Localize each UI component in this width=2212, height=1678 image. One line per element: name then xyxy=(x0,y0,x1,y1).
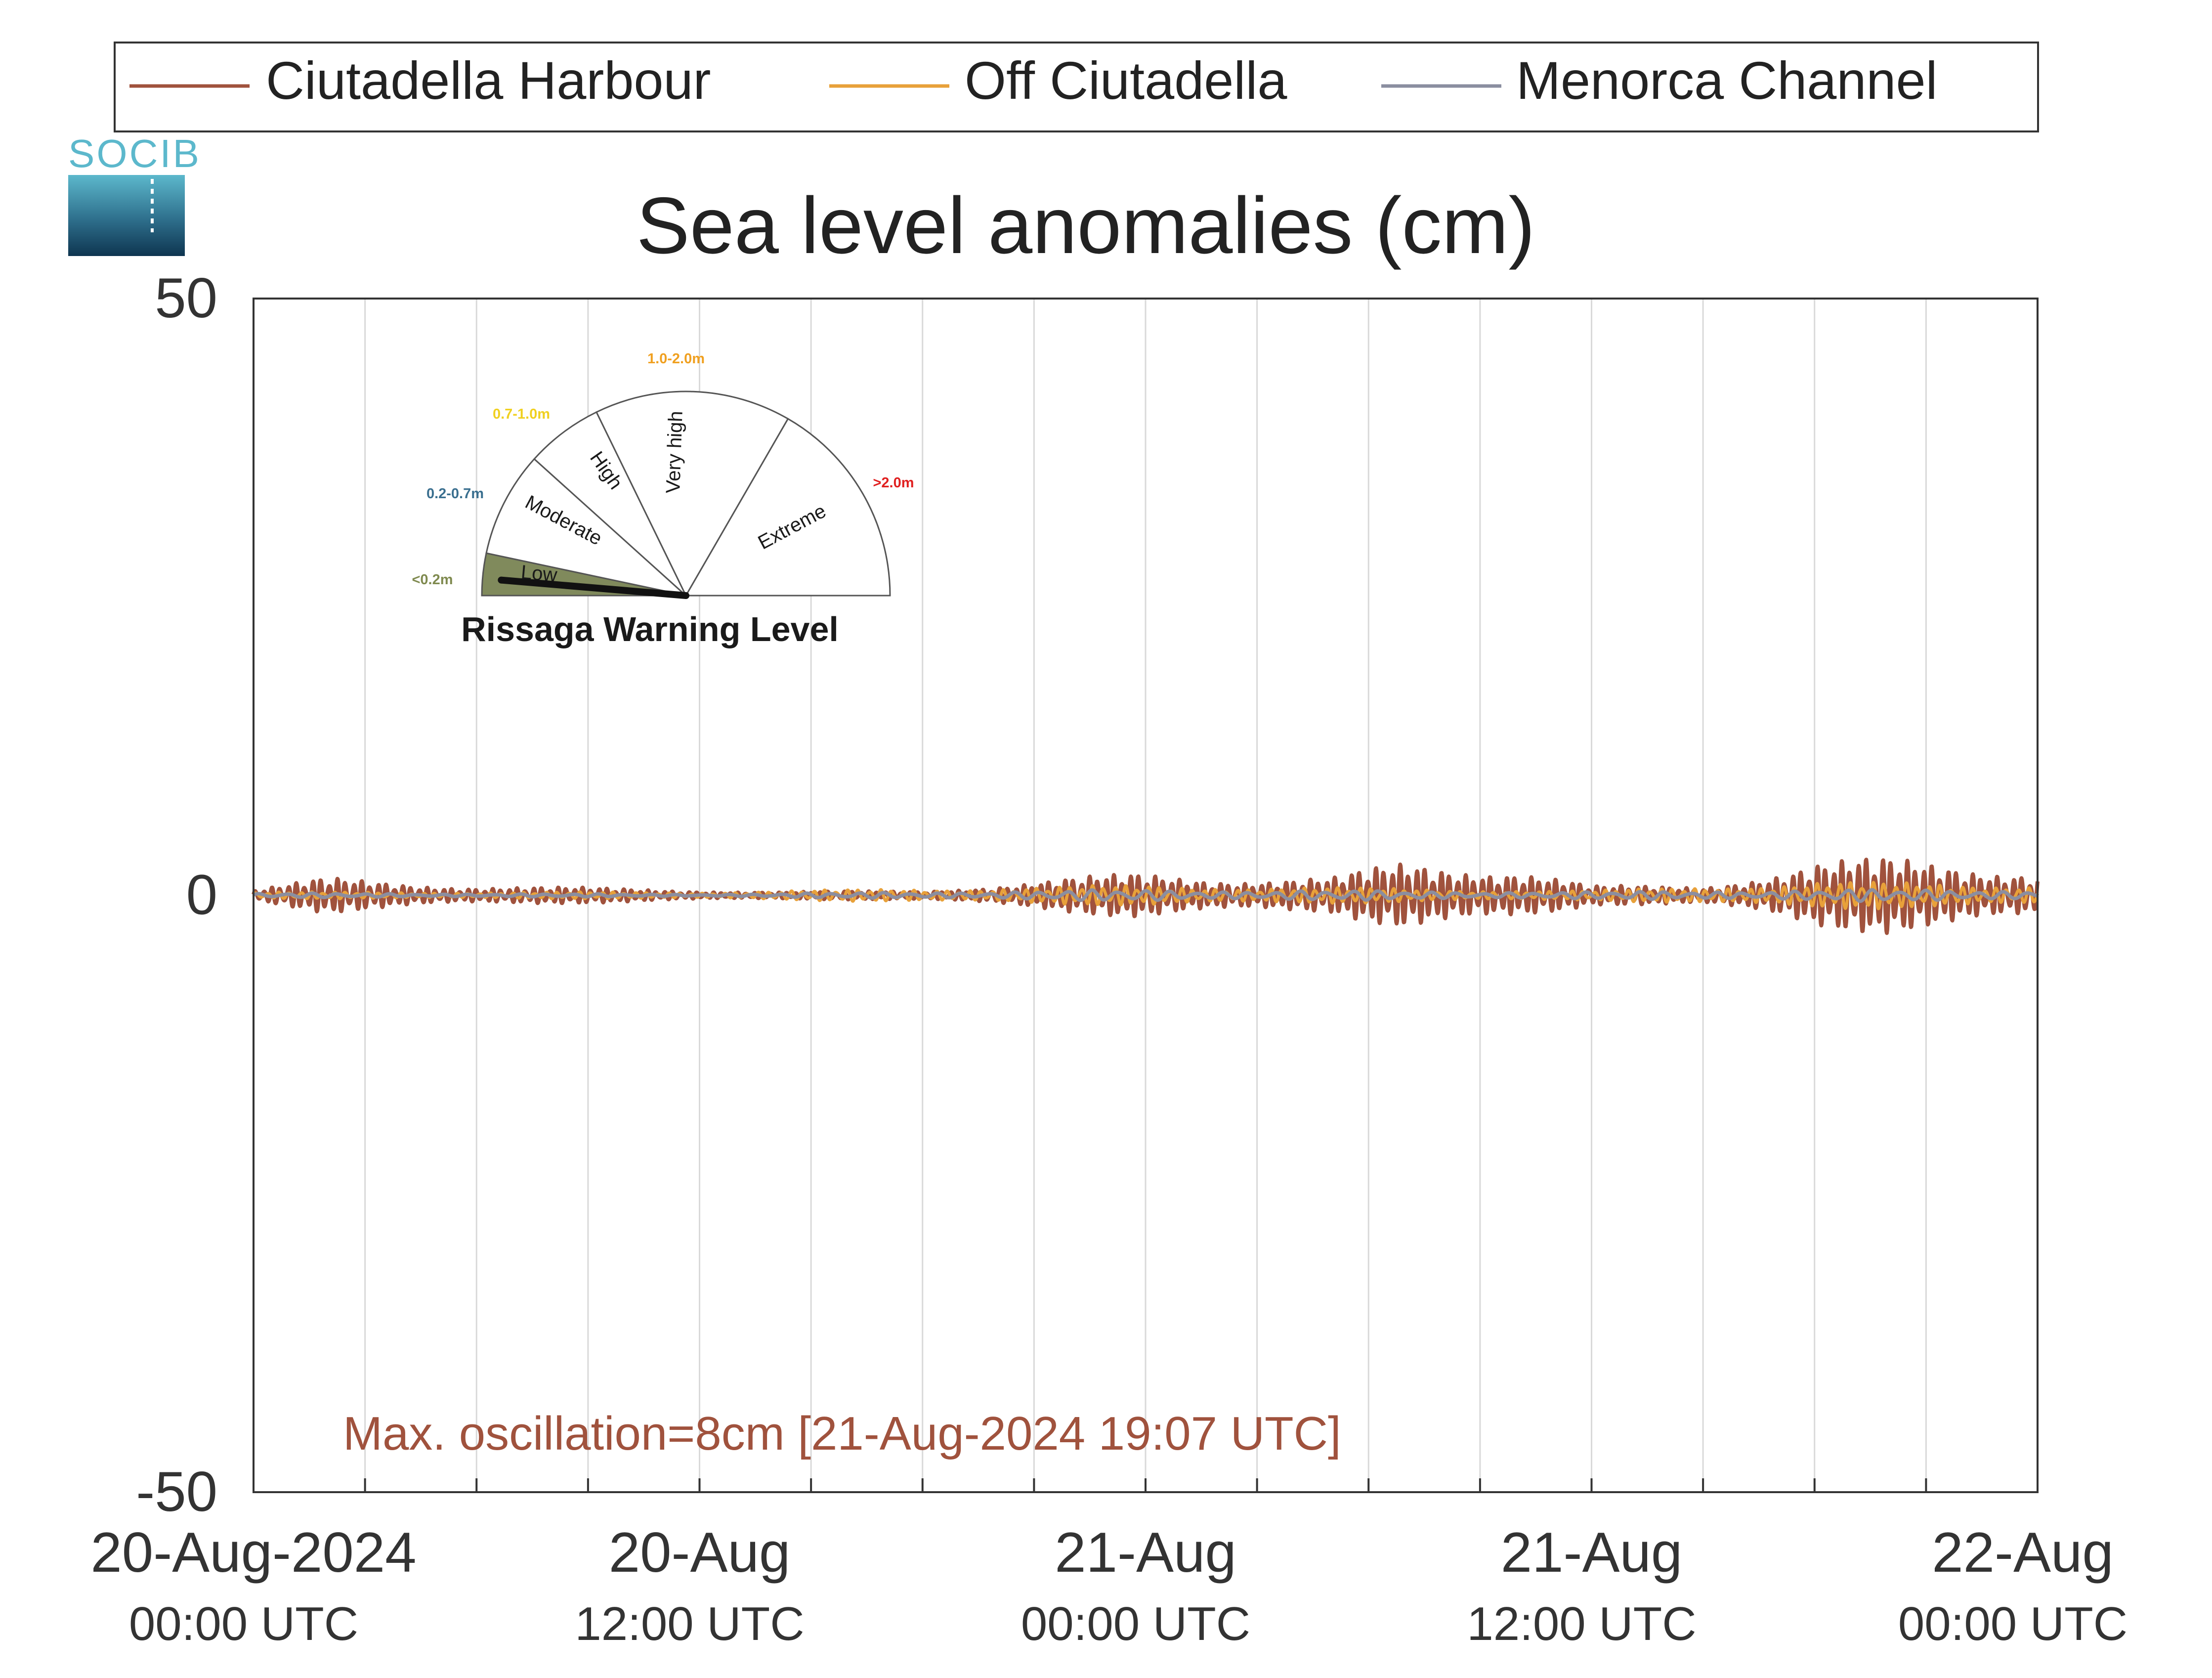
y-tick-label: 50 xyxy=(155,267,217,330)
x-tick-label-date: 20-Aug-2024 xyxy=(90,1521,416,1584)
x-tick-label-time: 12:00 UTC xyxy=(575,1597,804,1650)
gauge-range-label: 0.2-0.7m xyxy=(426,486,484,502)
x-tick-label-date: 22-Aug xyxy=(1932,1521,2114,1584)
gauge-sector-very-high xyxy=(595,390,789,598)
x-tick-label-date: 20-Aug xyxy=(609,1521,791,1584)
gauge-range-label: >2.0m xyxy=(873,475,914,491)
max-oscillation-annotation: Max. oscillation=8cm [21-Aug-2024 19:07 … xyxy=(343,1407,1341,1460)
y-axis: -50 0 50 xyxy=(136,267,217,1523)
x-tick-label-date: 21-Aug xyxy=(1501,1521,1683,1584)
legend-box xyxy=(114,42,2039,132)
x-axis: 20-Aug-2024 00:00 UTC 20-Aug 12:00 UTC 21-Au… xyxy=(90,1478,2127,1650)
gauge-sector-label: Very high xyxy=(662,411,687,494)
gauge-title: Rissaga Warning Level xyxy=(461,610,839,648)
rissaga-warning-gauge: Rissaga Warning Level Low<0.2mModerate0.… xyxy=(412,351,914,648)
series-line-menorca-channel xyxy=(252,888,2039,903)
socib-logo: SOCIB xyxy=(68,131,201,256)
gauge-sector-moderate xyxy=(485,458,689,597)
legend: Ciutadella Harbour Off Ciutadella Menorc… xyxy=(114,42,2039,132)
legend-label-off-ciutadella: Off Ciutadella xyxy=(965,50,1287,110)
chart-title: Sea level anomalies (cm) xyxy=(637,181,1535,270)
x-tick-label-time: 00:00 UTC xyxy=(1021,1597,1250,1650)
y-tick-label: -50 xyxy=(136,1461,217,1523)
gauge-sector-high xyxy=(533,411,687,597)
legend-label-ciutadella-harbour: Ciutadella Harbour xyxy=(266,50,711,110)
socib-logo-mark xyxy=(68,175,185,256)
socib-logo-text: SOCIB xyxy=(68,131,201,175)
gauge-sector-extreme xyxy=(684,418,891,597)
x-tick-label-time: 00:00 UTC xyxy=(1898,1597,2127,1650)
y-tick-label: 0 xyxy=(186,864,217,927)
x-tick-label-time: 00:00 UTC xyxy=(129,1597,358,1650)
gauge-range-label: <0.2m xyxy=(412,572,453,588)
gauge-range-label: 0.7-1.0m xyxy=(493,406,550,422)
x-tick-label-date: 21-Aug xyxy=(1055,1521,1236,1584)
gauge-range-label: 1.0-2.0m xyxy=(647,351,705,367)
series-layer xyxy=(252,858,2040,935)
x-tick-label-time: 12:00 UTC xyxy=(1467,1597,1696,1650)
legend-label-menorca-channel: Menorca Channel xyxy=(1516,50,1938,110)
gauge-needle xyxy=(498,576,689,599)
